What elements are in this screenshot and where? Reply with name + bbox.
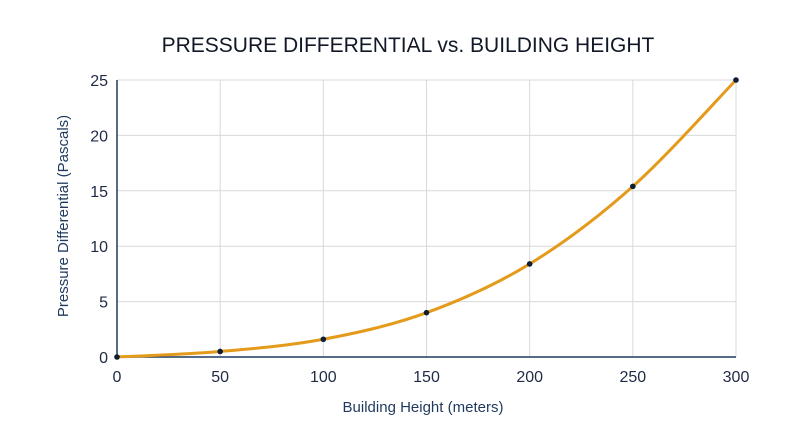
y-tick-label-5: 25 <box>90 73 108 90</box>
x-tick-label-1: 50 <box>211 369 229 386</box>
data-point-6 <box>733 77 739 83</box>
y-tick-label-3: 15 <box>90 184 108 201</box>
data-points <box>114 77 739 360</box>
y-tick-label-4: 20 <box>90 128 108 145</box>
x-axis-label: Building Height (meters) <box>343 399 504 416</box>
x-tick-label-0: 0 <box>113 369 122 386</box>
y-axis-label: Pressure Differential (Pascals) <box>55 115 72 317</box>
data-point-2 <box>320 336 327 343</box>
y-tick-label-1: 5 <box>99 295 108 312</box>
data-point-3 <box>423 309 430 316</box>
x-tick-label-6: 300 <box>723 369 750 386</box>
x-tick-label-4: 200 <box>516 369 543 386</box>
data-point-0 <box>114 354 120 360</box>
y-tick-label-2: 10 <box>90 239 108 256</box>
data-point-4 <box>526 261 533 267</box>
chart-title: PRESSURE DIFFERENTIAL vs. BUILDING HEIGH… <box>162 34 655 57</box>
x-tick-label-2: 100 <box>310 369 337 386</box>
axes <box>116 80 736 358</box>
data-point-5 <box>630 183 636 190</box>
x-tick-label-5: 250 <box>619 369 646 386</box>
y-tick-label-0: 0 <box>99 350 108 367</box>
tick-labels: 0 50 100 150 200 250 300 0 5 10 15 20 25 <box>90 73 749 386</box>
grid <box>117 79 737 357</box>
data-point-1 <box>217 348 223 355</box>
x-tick-label-3: 150 <box>413 369 440 386</box>
